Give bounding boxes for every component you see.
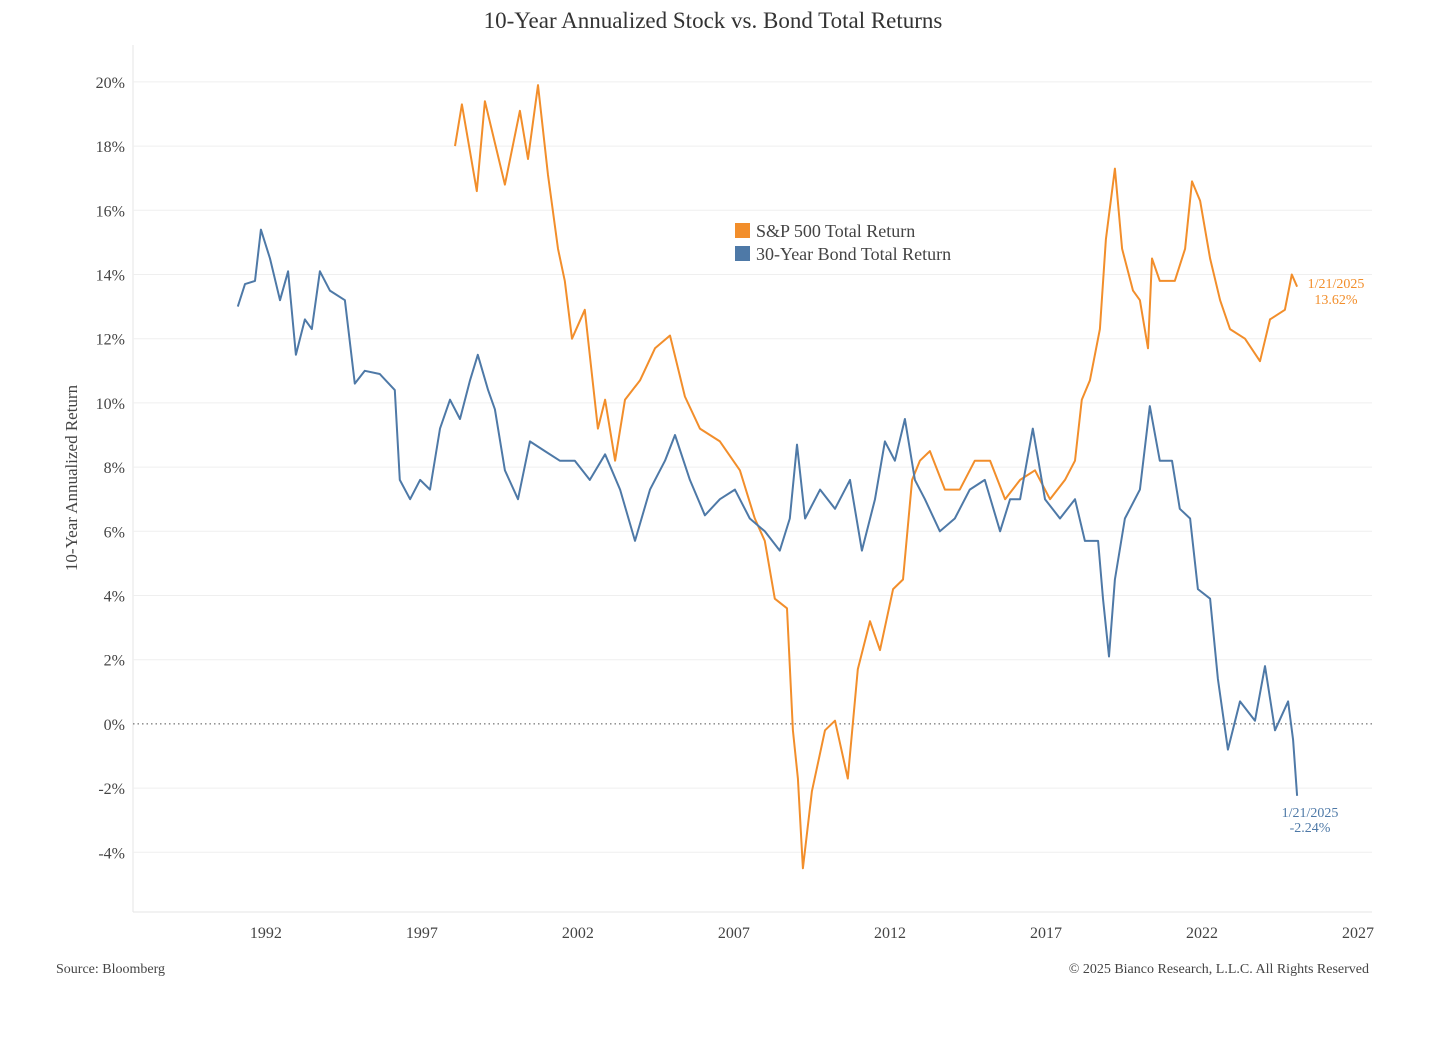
y-tick-label: 12%	[96, 332, 125, 349]
bond-return-line	[236, 228, 1299, 796]
y-axis-label: 10-Year Annualized Return	[62, 384, 81, 571]
y-tick-label: 16%	[96, 203, 125, 220]
chart-title: 10-Year Annualized Stock vs. Bond Total …	[484, 8, 943, 33]
bond-end-value: -2.24%	[1290, 821, 1331, 836]
legend-label-bond: 30-Year Bond Total Return	[756, 244, 951, 264]
x-tick-label: 1997	[406, 925, 438, 942]
stock-end-date: 1/21/2025	[1308, 277, 1365, 292]
legend-swatch-bond	[735, 246, 750, 261]
x-tick-label: 2027	[1342, 925, 1374, 942]
y-axis-ticks: -4% -2% 0% 2% 4% 6% 8% 10% 12% 14% 16% 18% 20%	[96, 75, 125, 862]
stock-return-line	[454, 84, 1299, 870]
copyright-note: © 2025 Bianco Research, L.L.C. All Right…	[1069, 962, 1369, 977]
y-tick-label: 8%	[104, 460, 125, 477]
x-axis-ticks: 1992 1997 2002 2007 2012 2017 2022 2027	[250, 925, 1374, 942]
y-tick-label: 18%	[96, 139, 125, 156]
stock-end-value: 13.62%	[1314, 293, 1358, 308]
y-tick-label: -4%	[98, 845, 125, 862]
y-tick-label: 14%	[96, 268, 125, 285]
series-lines	[236, 84, 1299, 870]
source-note: Source: Bloomberg	[56, 962, 165, 977]
y-tick-label: 0%	[104, 717, 125, 734]
y-tick-label: 2%	[104, 653, 125, 670]
y-tick-label: -2%	[98, 781, 125, 798]
x-tick-label: 2017	[1030, 925, 1062, 942]
bond-end-date: 1/21/2025	[1282, 806, 1339, 821]
x-tick-label: 2007	[718, 925, 750, 942]
y-tick-label: 10%	[96, 396, 125, 413]
y-tick-label: 4%	[104, 589, 125, 606]
stock-end-annotation: 1/21/2025 13.62%	[1308, 277, 1365, 308]
legend-swatch-stock	[735, 223, 750, 238]
y-tick-label: 20%	[96, 75, 125, 92]
gridlines	[133, 81, 1372, 853]
x-tick-label: 2002	[562, 925, 594, 942]
legend: S&P 500 Total Return 30-Year Bond Total …	[735, 221, 951, 264]
x-tick-label: 2022	[1186, 925, 1218, 942]
x-tick-label: 1992	[250, 925, 282, 942]
legend-label-stock: S&P 500 Total Return	[756, 221, 915, 241]
y-tick-label: 6%	[104, 524, 125, 541]
x-tick-label: 2012	[874, 925, 906, 942]
bond-end-annotation: 1/21/2025 -2.24%	[1282, 806, 1339, 836]
